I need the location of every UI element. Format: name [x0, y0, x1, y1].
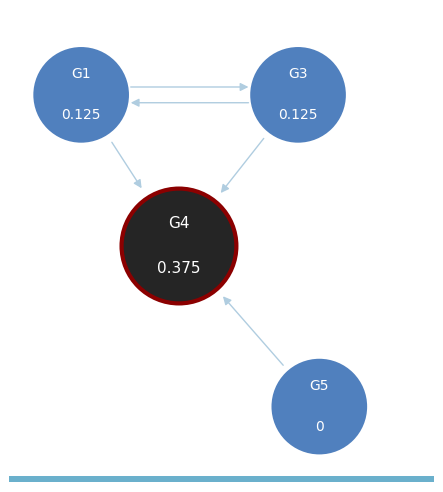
Ellipse shape: [121, 188, 237, 304]
Ellipse shape: [35, 48, 128, 142]
Text: G1

0.125: G1 0.125: [62, 67, 101, 123]
Text: G3

0.125: G3 0.125: [278, 67, 318, 123]
Text: G5

0: G5 0: [310, 379, 329, 434]
Ellipse shape: [272, 360, 366, 453]
Ellipse shape: [251, 48, 345, 142]
Text: G4

0.375: G4 0.375: [157, 216, 201, 276]
Bar: [9, 476, 434, 482]
